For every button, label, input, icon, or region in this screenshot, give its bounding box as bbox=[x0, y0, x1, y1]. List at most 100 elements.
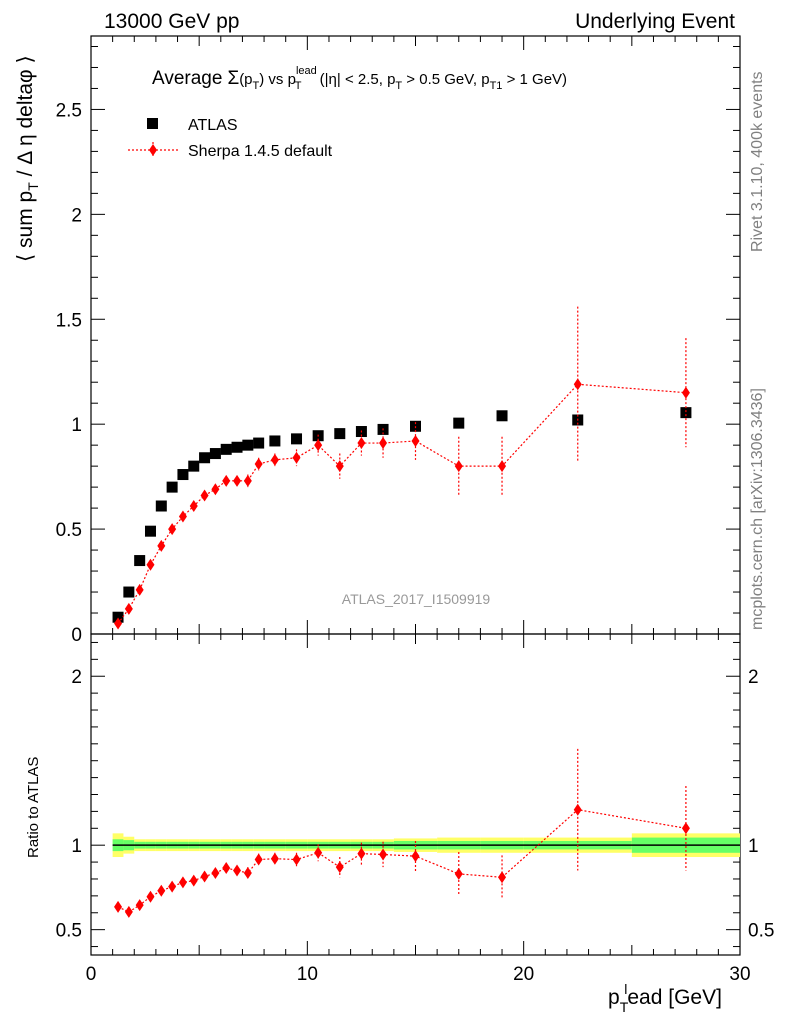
main-y-tick-label: 2 bbox=[71, 205, 82, 226]
ratio-sherpa-point bbox=[211, 867, 220, 880]
ratio-sherpa-point bbox=[222, 861, 231, 874]
title-sub-t1: T bbox=[253, 80, 260, 92]
main-ylabel-sub: T bbox=[25, 182, 41, 191]
atlas-point bbox=[291, 433, 303, 445]
ratio-sherpa-point bbox=[135, 899, 144, 912]
header-right: Underlying Event bbox=[575, 10, 735, 33]
analysis-watermark: ATLAS_2017_I1509919 bbox=[342, 591, 491, 607]
main-axes: 0 0.5 1 1.5 2 2.5 bbox=[56, 36, 741, 646]
ratio-sherpa-point bbox=[233, 864, 242, 877]
atlas-point bbox=[220, 443, 232, 455]
atlas-point bbox=[253, 437, 265, 449]
title-sup-lead: lead bbox=[296, 65, 317, 77]
xlabel-sub: T bbox=[620, 999, 629, 1015]
title-cut1: (|η| < 2.5, p bbox=[315, 71, 395, 88]
sherpa-point bbox=[233, 474, 242, 487]
sherpa-point bbox=[189, 500, 198, 513]
ratio-sherpa-point bbox=[357, 847, 366, 860]
rivet-label: Rivet 3.1.10, 400k events bbox=[749, 71, 766, 252]
ratio-ylabel: Ratio to ATLAS bbox=[25, 757, 42, 858]
ratio-sherpa-point bbox=[178, 876, 187, 889]
atlas-point bbox=[231, 441, 243, 453]
legend: ATLAS Sherpa 1.4.5 default bbox=[128, 117, 333, 160]
sherpa-point bbox=[454, 460, 463, 473]
atlas-point bbox=[242, 439, 254, 451]
x-tick-label: 0 bbox=[86, 964, 97, 985]
title-cut3: > 1 GeV) bbox=[502, 71, 567, 88]
sherpa-point bbox=[270, 453, 279, 466]
ratio-sherpa-point bbox=[146, 890, 155, 903]
ratio-data-marks bbox=[114, 748, 690, 918]
sherpa-point bbox=[411, 434, 420, 447]
sherpa-point bbox=[335, 460, 344, 473]
main-ylabel-rest: / Δ η deltaφ ⟩ bbox=[14, 55, 37, 182]
mcplots-label: mcplots.cern.ch [arXiv:1306.3436] bbox=[749, 388, 766, 630]
legend-atlas-label: ATLAS bbox=[188, 117, 238, 134]
ratio-sherpa-point bbox=[189, 874, 198, 887]
x-tick-label: 20 bbox=[513, 964, 534, 985]
ratio-sherpa-point bbox=[573, 803, 582, 816]
atlas-point bbox=[269, 435, 281, 447]
sherpa-line bbox=[117, 383, 686, 624]
xlabel-rest: ead [GeV] bbox=[627, 986, 722, 1009]
xlabel-sup: l bbox=[624, 981, 627, 997]
title-sub-t3: T bbox=[395, 80, 402, 92]
atlas-point bbox=[496, 410, 508, 422]
atlas-point bbox=[134, 555, 146, 567]
sherpa-point bbox=[178, 510, 187, 523]
ratio-sherpa-point bbox=[454, 867, 463, 880]
ratio-sherpa-point bbox=[314, 846, 323, 859]
title-sigma: Σ bbox=[227, 68, 239, 89]
sherpa-point bbox=[379, 437, 388, 450]
main-y-tick-label: 2.5 bbox=[56, 100, 82, 121]
ratio-sherpa-point bbox=[379, 848, 388, 861]
sherpa-point bbox=[292, 451, 301, 464]
ratio-axes: 0 10 20 30 0.5 0.5 1 1 2 2 bbox=[56, 634, 774, 985]
ratio-sherpa-point bbox=[681, 822, 690, 835]
main-y-tick-label: 1.5 bbox=[56, 310, 82, 331]
main-ylabel: ⟨ sum pT / Δ η deltaφ ⟩ bbox=[14, 55, 41, 262]
x-tick-label: 10 bbox=[297, 964, 318, 985]
ratio-sherpa-point bbox=[200, 870, 209, 883]
ratio-sherpa-point bbox=[243, 867, 252, 880]
ratio-sherpa-point bbox=[124, 905, 133, 918]
atlas-point bbox=[199, 452, 211, 464]
title-p-open: (p bbox=[239, 71, 252, 88]
ratio-sherpa-point bbox=[168, 880, 177, 893]
sherpa-point bbox=[168, 523, 177, 536]
sherpa-point bbox=[573, 378, 582, 391]
x-axis-label: pTlead [GeV] bbox=[608, 981, 722, 1015]
main-data-marks bbox=[112, 306, 692, 630]
ratio-sherpa-point bbox=[498, 871, 507, 884]
atlas-point bbox=[680, 407, 692, 419]
legend-sherpa-label: Sherpa 1.4.5 default bbox=[188, 143, 333, 160]
ratio-y-tick-label-right: 2 bbox=[748, 667, 759, 688]
sherpa-point bbox=[146, 558, 155, 571]
atlas-point bbox=[209, 448, 221, 460]
title-p-close: ) bbox=[259, 71, 264, 88]
header-left: 13000 GeV pp bbox=[104, 10, 239, 33]
ratio-sherpa-line bbox=[117, 809, 687, 913]
title-vs: vs p bbox=[264, 71, 296, 88]
atlas-point bbox=[177, 469, 189, 481]
title-sub-t4: T1 bbox=[490, 80, 503, 92]
title-sub-t2: T bbox=[295, 80, 302, 92]
ratio-y-tick-label: 0.5 bbox=[56, 921, 82, 942]
main-y-tick-label: 1 bbox=[71, 415, 82, 436]
xlabel-p: p bbox=[608, 986, 620, 1009]
sherpa-point bbox=[211, 483, 220, 496]
ratio-sherpa-point bbox=[270, 852, 279, 865]
ratio-y-tick-label: 2 bbox=[71, 667, 82, 688]
sherpa-point bbox=[243, 474, 252, 487]
title-cut2: > 0.5 GeV, p bbox=[402, 71, 489, 88]
ratio-y-tick-label-right: 1 bbox=[748, 836, 759, 857]
ratio-panel-frame bbox=[90, 633, 741, 956]
legend-atlas-marker bbox=[147, 118, 158, 129]
ratio-sherpa-point bbox=[254, 853, 263, 866]
atlas-point bbox=[453, 417, 465, 429]
ratio-sherpa-point bbox=[157, 884, 166, 897]
sherpa-point bbox=[498, 460, 507, 473]
sherpa-point bbox=[135, 583, 144, 596]
plot-title: Average Σ(pT) vs plead T (|η| < 2.5, pT > … bbox=[152, 65, 567, 92]
ratio-sherpa-point bbox=[292, 853, 301, 866]
